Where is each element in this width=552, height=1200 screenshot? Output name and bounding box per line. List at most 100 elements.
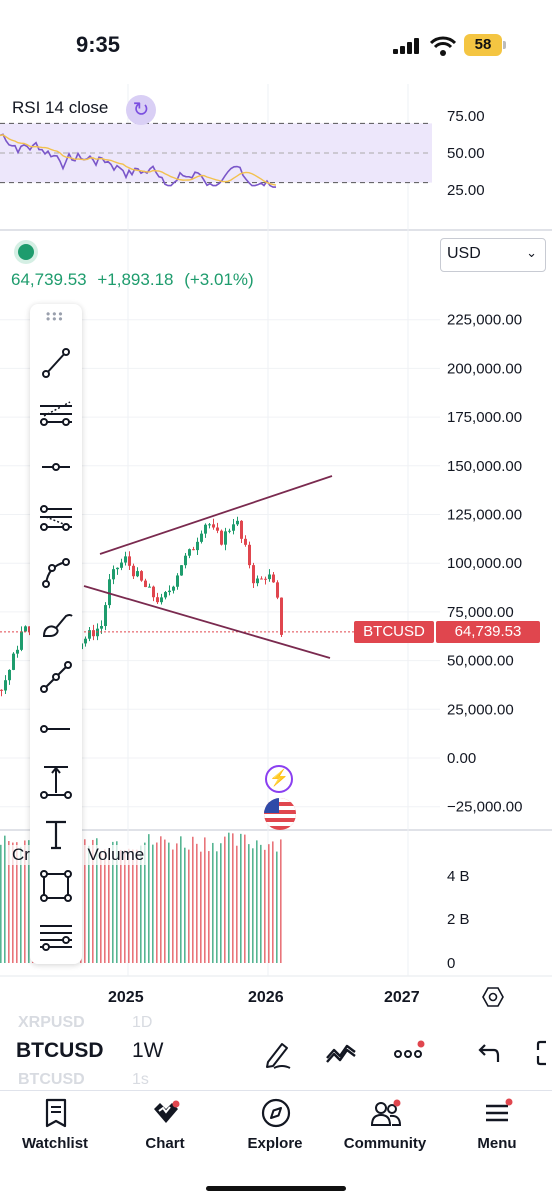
refresh-icon[interactable]: ↻ [126, 95, 156, 125]
volume-series [0, 832, 282, 963]
price-chart[interactable]: 225,000.00 200,000.00 175,000.00 150,000.00… [0, 84, 552, 1008]
candle-body [280, 597, 283, 635]
volume-bar [84, 839, 86, 963]
drawing-pen-icon[interactable] [260, 1036, 294, 1070]
candle-body [200, 533, 203, 542]
volume-bar [108, 850, 110, 963]
candle-body [232, 524, 235, 531]
candle-body [92, 630, 95, 637]
watchlist-icon [45, 1098, 67, 1128]
candle-body [172, 586, 175, 591]
parallel-channel-tool-icon[interactable] [36, 499, 76, 539]
candle-body [20, 631, 23, 650]
volume-bar [192, 836, 194, 963]
battery-indicator: 58 [464, 34, 506, 56]
candle-body [120, 562, 123, 568]
volume-bar [228, 832, 230, 963]
volume-bar [224, 836, 226, 963]
rectangle-tool-icon[interactable] [36, 866, 76, 906]
next-interval[interactable]: 1s [132, 1071, 149, 1088]
wifi-icon [430, 36, 456, 56]
chart-settings-icon[interactable] [482, 986, 504, 1008]
chevron-down-icon: ⌄ [526, 245, 537, 260]
volume-bar [180, 836, 182, 963]
time-axis-label: 2025 [108, 989, 144, 1006]
horizontal-line-tool-icon[interactable] [36, 709, 76, 749]
more-lines-tool-icon[interactable] [36, 916, 76, 956]
volume-bar [256, 840, 258, 963]
price-axis-label: 200,000.00 [447, 360, 522, 377]
interval-selector[interactable]: 1W [132, 1039, 164, 1062]
candle-body [144, 580, 147, 588]
volume-bar [252, 848, 254, 963]
volume-bar [248, 844, 250, 963]
pitchfork-tool-icon[interactable] [36, 394, 76, 434]
volume-bar [100, 851, 102, 963]
price-axis-label: 175,000.00 [447, 409, 522, 426]
candle-body [176, 575, 179, 587]
fullscreen-icon[interactable] [532, 1036, 552, 1070]
volume-bar [208, 851, 210, 963]
candle-body [108, 579, 111, 606]
candle-body [112, 569, 115, 580]
candle-body [0, 689, 3, 691]
text-tool-icon[interactable] [36, 814, 76, 854]
fib-retracement-tool-icon[interactable] [36, 657, 76, 697]
volume-bar [120, 849, 122, 963]
candle-body [128, 556, 131, 566]
nav-community[interactable]: Community [330, 1091, 440, 1161]
us-flag-icon[interactable] [264, 798, 296, 830]
volume-bar [116, 841, 118, 963]
volume-bar [160, 836, 162, 963]
candle-body [24, 626, 27, 632]
price-axis-label: 150,000.00 [447, 458, 522, 475]
volume-bar [164, 839, 166, 963]
flash-event-icon[interactable]: ⚡ [265, 765, 293, 793]
candle-body [192, 549, 195, 551]
symbol-selector[interactable]: BTCUSD [16, 1039, 104, 1062]
drag-handle-icon[interactable]: ••• ••• [46, 307, 65, 326]
volume-bar [148, 834, 150, 963]
nav-explore[interactable]: Explore [220, 1091, 330, 1161]
measure-tool-icon[interactable] [36, 761, 76, 801]
volume-bar [20, 846, 22, 963]
candle-body [224, 531, 227, 545]
candle-body [132, 565, 135, 577]
volume-bar [236, 845, 238, 963]
volume-bar [152, 844, 154, 963]
candle-body [268, 574, 271, 580]
path-tool-icon[interactable] [36, 552, 76, 592]
indicators-icon[interactable] [324, 1036, 358, 1070]
community-icon [370, 1099, 402, 1126]
brush-tool-icon[interactable] [36, 604, 76, 644]
candle-body [96, 628, 99, 637]
previous-symbol[interactable]: XRPUSD [18, 1014, 85, 1031]
nav-community-label: Community [343, 1135, 427, 1152]
nav-menu[interactable]: Menu [442, 1091, 552, 1161]
current-price: 64,739.53 [11, 270, 87, 289]
home-indicator [206, 1186, 346, 1191]
symbol-bar: XRPUSD 1D BTCUSD 1W BTCUSD 1s [0, 1008, 552, 1090]
more-options-icon[interactable] [392, 1036, 426, 1070]
previous-interval[interactable]: 1D [132, 1014, 153, 1031]
currency-select[interactable]: USD ⌄ [440, 238, 546, 272]
volume-bar [12, 842, 14, 963]
menu-icon [486, 1098, 513, 1122]
nav-chart[interactable]: Chart [110, 1091, 220, 1161]
volume-bar [196, 843, 198, 963]
horizontal-ray-tool-icon[interactable] [36, 447, 76, 487]
nav-watchlist[interactable]: Watchlist [0, 1091, 110, 1161]
channel-drawing [83, 475, 333, 659]
volume-bar [232, 833, 234, 963]
undo-icon[interactable] [470, 1036, 504, 1070]
price-axis-label: 100,000.00 [447, 555, 522, 572]
trend-line-tool-icon[interactable] [36, 342, 76, 382]
candle-body [148, 586, 151, 588]
rsi-legend[interactable]: RSI 14 close [8, 98, 113, 118]
nav-watchlist-label: Watchlist [21, 1135, 89, 1152]
volume-bar [132, 849, 134, 963]
drawing-toolbar: ••• ••• [30, 304, 82, 964]
next-symbol[interactable]: BTCUSD [18, 1071, 85, 1088]
volume-bar [240, 833, 242, 963]
candle-body [228, 530, 231, 532]
